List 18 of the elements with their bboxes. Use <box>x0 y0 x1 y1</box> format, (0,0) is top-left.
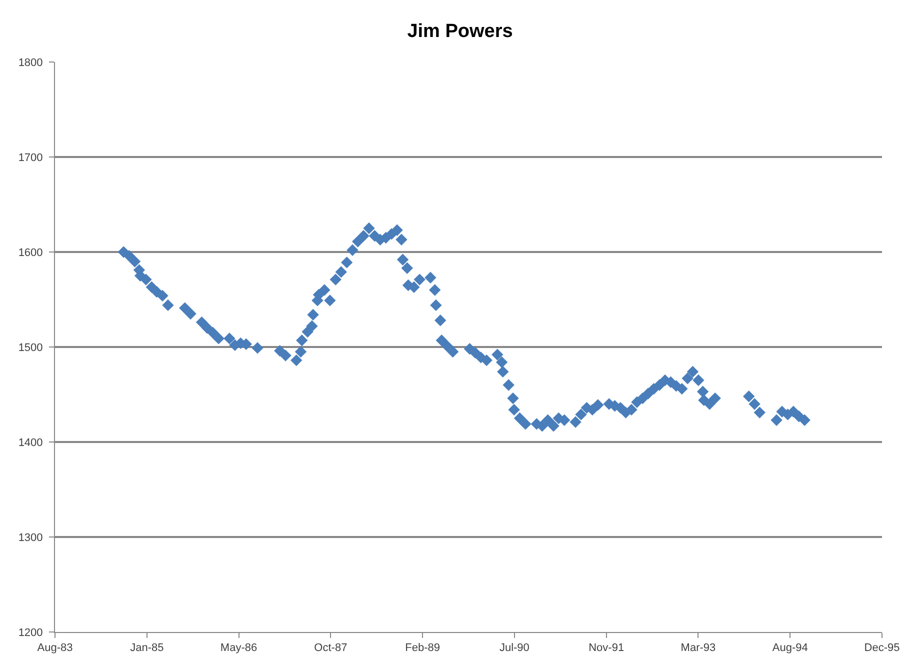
x-tick-label: Feb-89 <box>405 642 440 654</box>
y-tick-label: 1200 <box>18 626 43 639</box>
x-tick-label: Jan-85 <box>130 642 164 654</box>
x-tick-label: Jul-90 <box>499 642 530 654</box>
x-tick-label: Mar-93 <box>680 642 716 654</box>
x-tick-label: May-86 <box>220 642 258 654</box>
x-tick-label: Aug-94 <box>772 642 808 654</box>
y-tick-label: 1500 <box>18 342 43 354</box>
y-tick-label: 1400 <box>18 436 43 449</box>
y-tick-label: 1700 <box>18 152 43 164</box>
y-tick-label: 1300 <box>18 532 43 544</box>
x-tick-label: Dec-95 <box>864 642 900 654</box>
x-tick-label: Nov-91 <box>588 642 624 654</box>
x-tick-label: Aug-83 <box>37 642 73 654</box>
y-tick-label: 1800 <box>18 56 43 69</box>
x-tick-label: Oct-87 <box>314 642 348 654</box>
chart-title: Jim Powers <box>407 20 513 42</box>
y-tick-label: 1600 <box>18 246 43 259</box>
